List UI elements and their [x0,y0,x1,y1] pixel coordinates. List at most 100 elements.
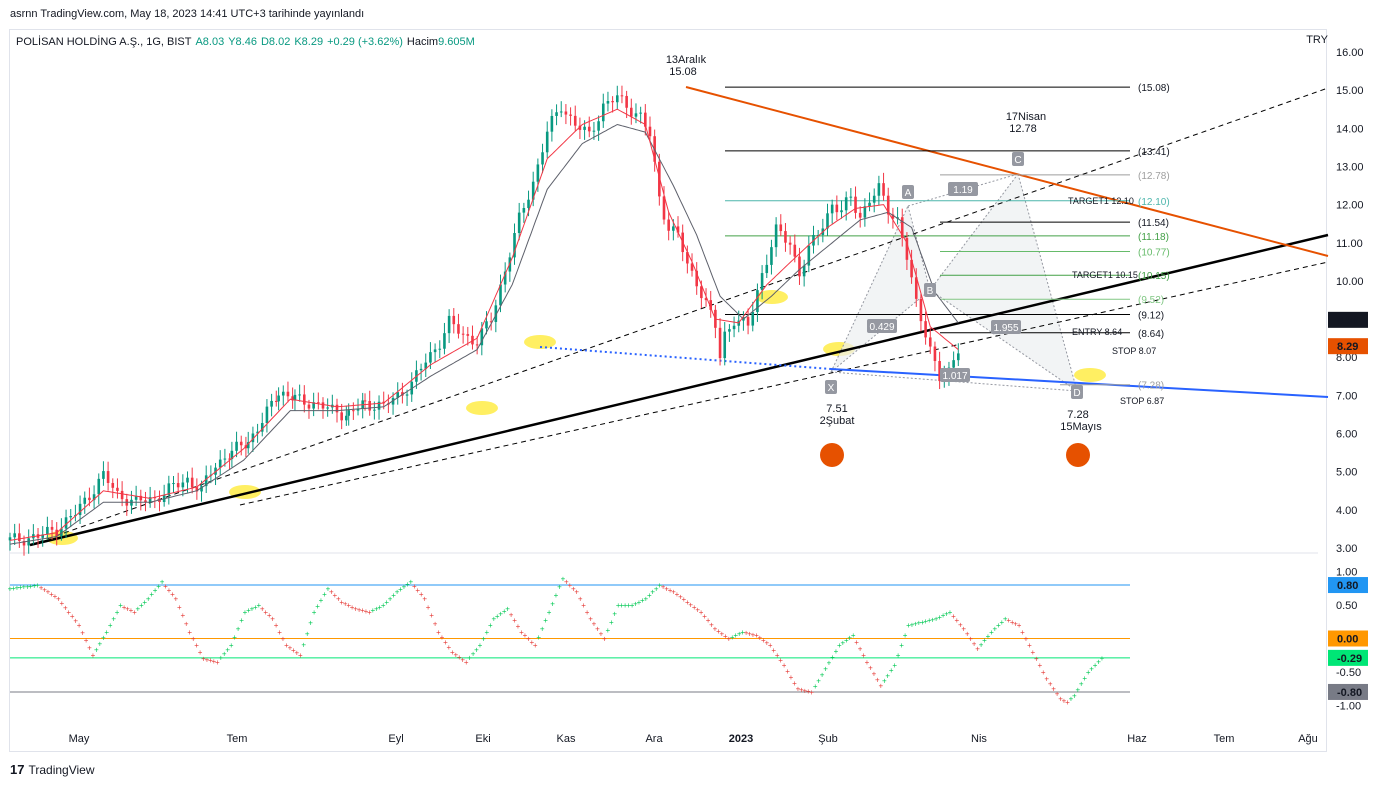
osc-y-tick-label: -0.50 [1336,667,1361,679]
y-tick-label: 4.00 [1336,505,1357,517]
level-label: (10.77) [1138,248,1170,259]
ohlc-high: Y8.46 [228,36,257,48]
osc-point: + [599,629,604,638]
osc-point: + [1037,661,1042,670]
osc-point: + [111,614,116,623]
osc-point: + [46,588,51,597]
pattern-point-label: X [828,383,835,394]
candle-body [447,315,451,334]
osc-point: + [118,601,123,610]
tradingview-logo-icon: 17 [10,762,25,777]
candle-body [134,495,138,500]
osc-point: + [187,628,192,637]
candle-body [312,402,315,409]
osc-point: + [775,651,780,660]
candle-body [307,404,311,409]
osc-point: + [1034,655,1039,664]
candle-body [835,204,839,213]
candle-body [728,329,731,332]
osc-point: + [453,650,458,659]
x-tick-label: Ara [645,733,663,745]
osc-point: + [184,619,189,628]
candle-body [176,483,180,488]
candle-body [83,497,87,504]
osc-point: + [567,581,572,590]
candle-body [303,394,306,405]
osc-point: + [605,626,610,635]
osc-point: + [364,607,369,616]
candle-body [807,245,811,266]
pattern-bcd [930,174,1077,391]
osc-point: + [139,601,144,610]
trade-note: STOP 8.07 [1112,346,1156,356]
x-tick-label: Kas [557,733,576,745]
osc-point: + [336,594,341,603]
osc-point: + [360,606,365,615]
osc-point: + [471,650,476,659]
osc-point: + [581,601,586,610]
footer-brand[interactable]: 17 TradingView [10,762,95,777]
osc-point: + [802,686,807,695]
osc-point: + [699,608,704,617]
osc-point: + [1082,674,1087,683]
osc-point: + [972,640,977,649]
candle-body [620,95,624,97]
candle-body [695,270,698,287]
osc-point: + [388,594,393,603]
pattern-leg [929,173,1019,291]
osc-point: + [557,583,562,592]
osc-point: + [920,618,925,627]
osc-point: + [934,614,939,623]
osc-point: + [25,582,30,591]
osc-point: + [744,629,749,638]
candle-body [293,394,297,401]
osc-point: + [702,612,707,621]
candle-body [676,226,680,233]
osc-point: + [1062,696,1067,705]
level-label: (13.41) [1138,147,1170,158]
y-tick-label: 13.00 [1336,161,1364,173]
osc-point: + [488,621,493,630]
osc-point: + [460,655,465,664]
osc-point: + [225,645,230,654]
published-line: asrnn TradingView.com, May 18, 2023 14:4… [10,8,365,20]
osc-point: + [374,604,379,613]
candle-body [64,517,68,529]
candle-body [858,212,862,218]
osc-point: + [294,649,299,658]
osc-point: + [194,641,199,650]
osc-point: + [87,644,92,653]
osc-point: + [509,610,514,619]
osc-point: + [447,643,452,652]
osc-point: + [540,624,545,633]
osc-point: + [80,629,85,638]
osc-point: + [785,667,790,676]
osc-point: + [398,585,403,594]
candle-body [218,459,222,468]
osc-point: + [498,609,503,618]
osc-point: + [661,583,666,592]
x-tick-label: Haz [1127,733,1147,745]
candle-body [957,353,960,361]
candle-body [200,486,203,492]
osc-point: + [885,671,890,680]
candle-body [952,360,955,368]
osc-point: + [930,615,935,624]
osc-point: + [53,592,58,601]
osc-point: + [495,612,500,621]
osc-point: + [129,606,134,615]
osc-point: + [467,654,472,663]
y-tick-label: 3.00 [1336,543,1357,555]
candle-body [340,412,343,421]
osc-point: + [156,582,161,591]
candle-body [46,526,49,535]
osc-point: + [256,601,261,610]
candle-body [760,273,764,291]
candle-body [321,402,325,409]
candle-body [891,214,895,219]
candle-body [662,196,666,220]
candle-body [281,391,285,396]
osc-point: + [1041,668,1046,677]
symbol-name[interactable]: POLİSAN HOLDİNG A.Ş., 1G, BIST [16,36,192,48]
